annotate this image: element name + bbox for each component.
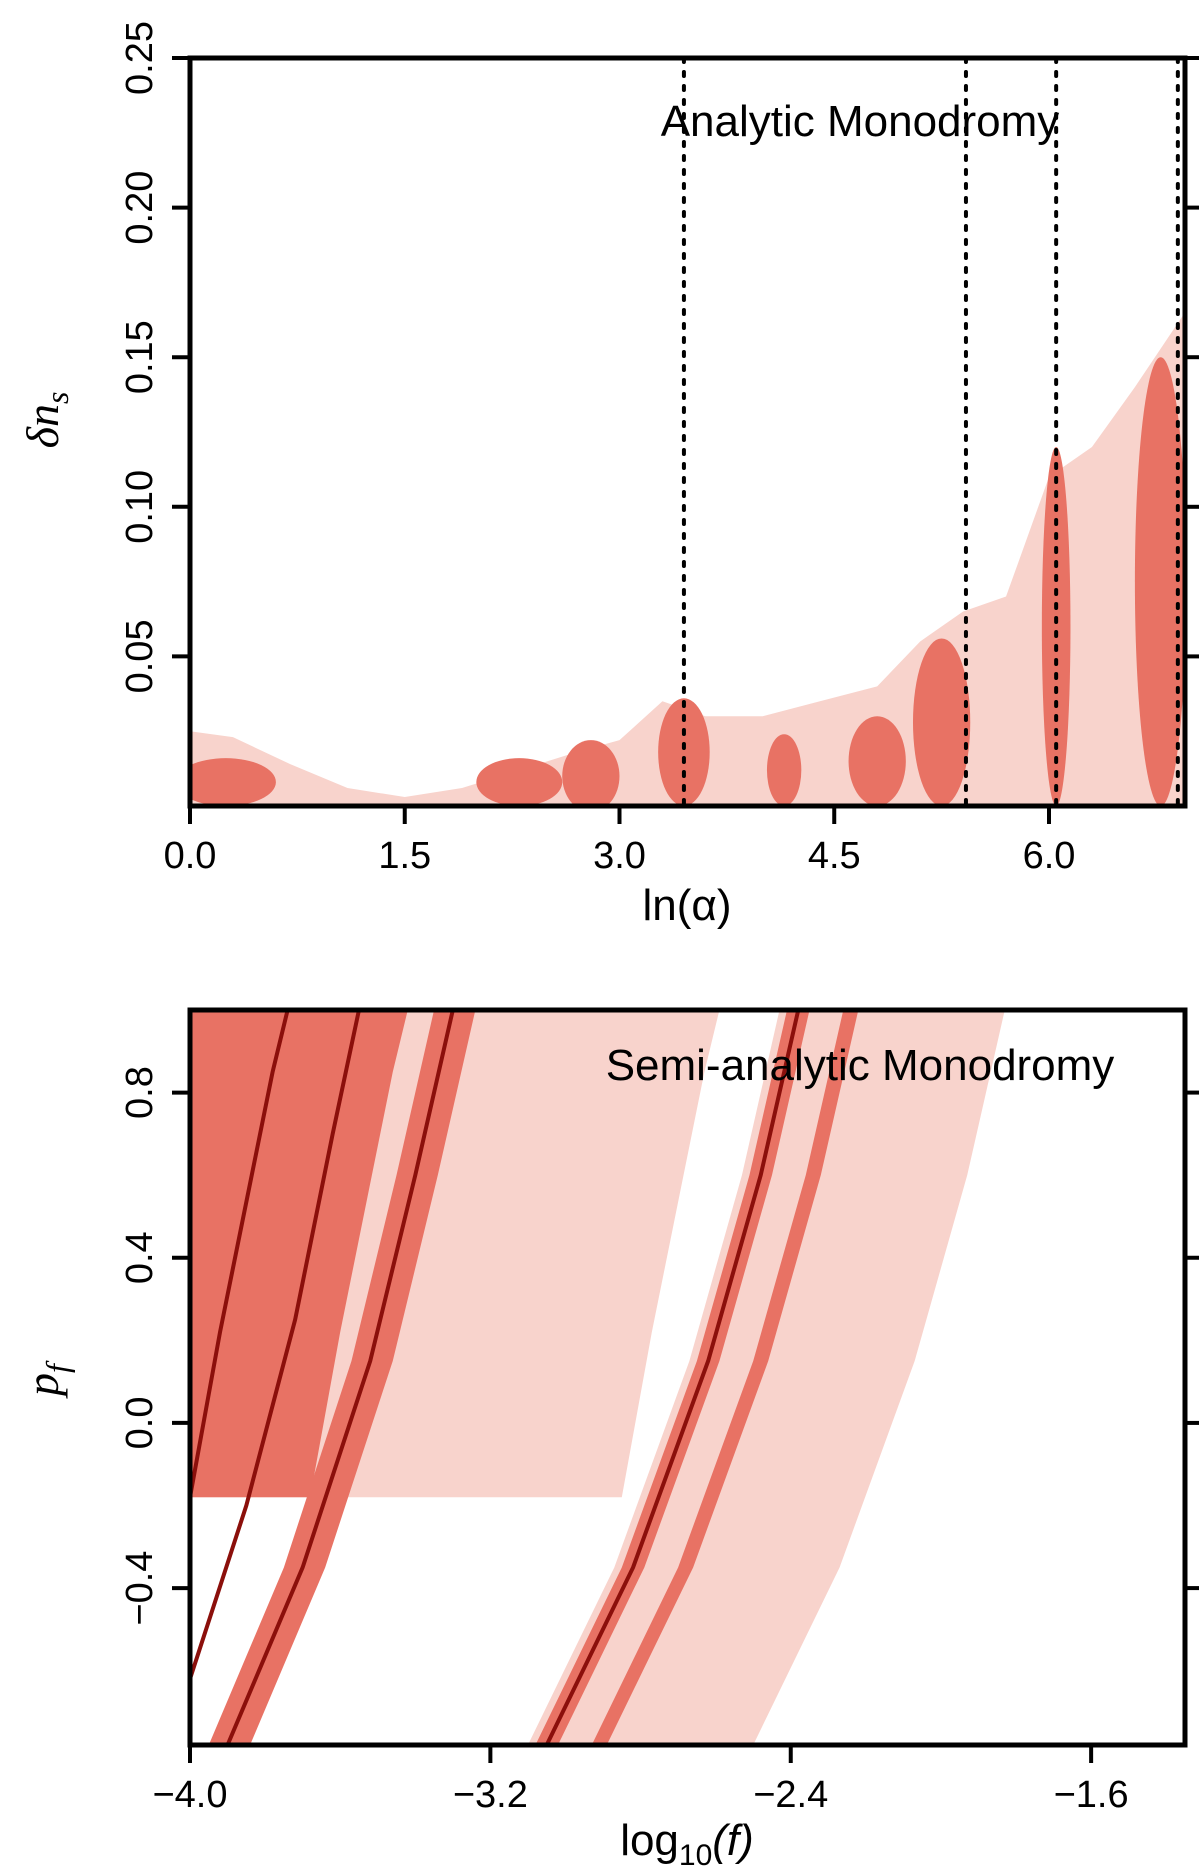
top-x-tick-label: 0.0 xyxy=(164,835,217,877)
top-inner-contour-region xyxy=(848,716,906,806)
top-y-ticks: 0.05 0.10 0.15 0.20 0.25 xyxy=(119,21,1199,693)
top-x-tick-label: 4.5 xyxy=(808,835,861,877)
top-y-tick-label: 0.10 xyxy=(119,470,161,544)
top-y-tick-label: 0.25 xyxy=(119,21,161,95)
bottom-ridge-curve-4 xyxy=(544,1010,801,1745)
bottom-ridge-curve-1 xyxy=(190,1010,290,1498)
bottom-inner-contour-region xyxy=(591,1010,859,1745)
bottom-y-tick-label: −0.4 xyxy=(119,1551,161,1626)
top-inner-contour-region xyxy=(476,758,563,806)
bottom-x-axis-label-sub: 10 xyxy=(679,1839,712,1872)
top-y-axis-label-sub: s xyxy=(39,392,75,404)
bottom-x-tick-label: −3.2 xyxy=(453,1774,528,1816)
top-x-tick-label: 6.0 xyxy=(1023,835,1076,877)
top-reference-lines xyxy=(681,58,1180,806)
top-y-axis-label: δns xyxy=(17,392,75,449)
bottom-x-axis-label: log10(f) xyxy=(620,1816,754,1872)
top-inner-contour-region xyxy=(562,740,620,806)
top-chart-title: Analytic Monodromy xyxy=(661,97,1060,146)
bottom-x-tick-label: −2.4 xyxy=(753,1774,828,1816)
bottom-x-axis-label-main: log xyxy=(620,1816,679,1865)
top-y-tick-label: 0.05 xyxy=(119,619,161,693)
top-x-axis-label: ln(α) xyxy=(643,881,732,930)
top-inner-contour-region xyxy=(766,734,802,806)
bottom-y-tick-label: 0.4 xyxy=(119,1231,161,1284)
bottom-outer-contour-region xyxy=(527,1010,1005,1745)
bottom-y-axis-label-main: p xyxy=(17,1373,68,1399)
bottom-chart-title: Semi-analytic Monodromy xyxy=(606,1041,1115,1090)
top-inner-contour-region xyxy=(912,638,971,806)
bottom-inner-contour-region xyxy=(208,1010,476,1745)
bottom-y-tick-label: 0.0 xyxy=(119,1397,161,1450)
bottom-contour-regions xyxy=(190,1010,1005,1745)
top-chart-panel: 0.0 1.5 3.0 4.5 6.0 0.05 0.10 0.15 0.20 0.25 Ana… xyxy=(17,21,1199,930)
bottom-x-tick-label: −4.0 xyxy=(152,1774,227,1816)
bottom-inner-contour-region xyxy=(190,1010,408,1498)
bottom-x-axis-label-var: (f) xyxy=(712,1816,754,1865)
top-contour-regions xyxy=(190,312,1185,806)
bottom-y-ticks: −0.4 0.0 0.4 0.8 xyxy=(119,1066,1199,1626)
top-inner-contour-region xyxy=(658,698,710,806)
top-y-tick-label: 0.15 xyxy=(119,320,161,394)
top-y-tick-label: 0.20 xyxy=(119,171,161,245)
bottom-chart-panel: −4.0 −3.2 −2.4 −1.6 −0.4 0.0 0.4 0.8 Semi-anal… xyxy=(17,1007,1199,1872)
bottom-ridge-curves xyxy=(190,1010,801,1745)
top-x-tick-label: 3.0 xyxy=(593,835,646,877)
top-x-tick-label: 1.5 xyxy=(378,835,431,877)
bottom-plot-frame xyxy=(187,1007,1188,1748)
top-inner-contour-region xyxy=(1134,357,1185,806)
bottom-x-tick-label: −1.6 xyxy=(1054,1774,1129,1816)
bottom-y-tick-label: 0.8 xyxy=(119,1066,161,1119)
bottom-ridge-curve-2 xyxy=(190,1010,361,1680)
bottom-y-axis-label-sub: f xyxy=(39,1360,75,1373)
bottom-x-ticks: −4.0 −3.2 −2.4 −1.6 xyxy=(152,1745,1129,1816)
top-inner-contour-region xyxy=(190,758,276,806)
top-plot-frame xyxy=(187,55,1188,809)
bottom-y-axis-label: pf xyxy=(17,1360,75,1399)
top-y-axis-label-main: δn xyxy=(17,404,68,448)
top-x-ticks: 0.0 1.5 3.0 4.5 6.0 xyxy=(164,806,1076,877)
top-inner-contour-region xyxy=(1041,446,1071,806)
bottom-ridge-curve-3 xyxy=(225,1010,455,1745)
